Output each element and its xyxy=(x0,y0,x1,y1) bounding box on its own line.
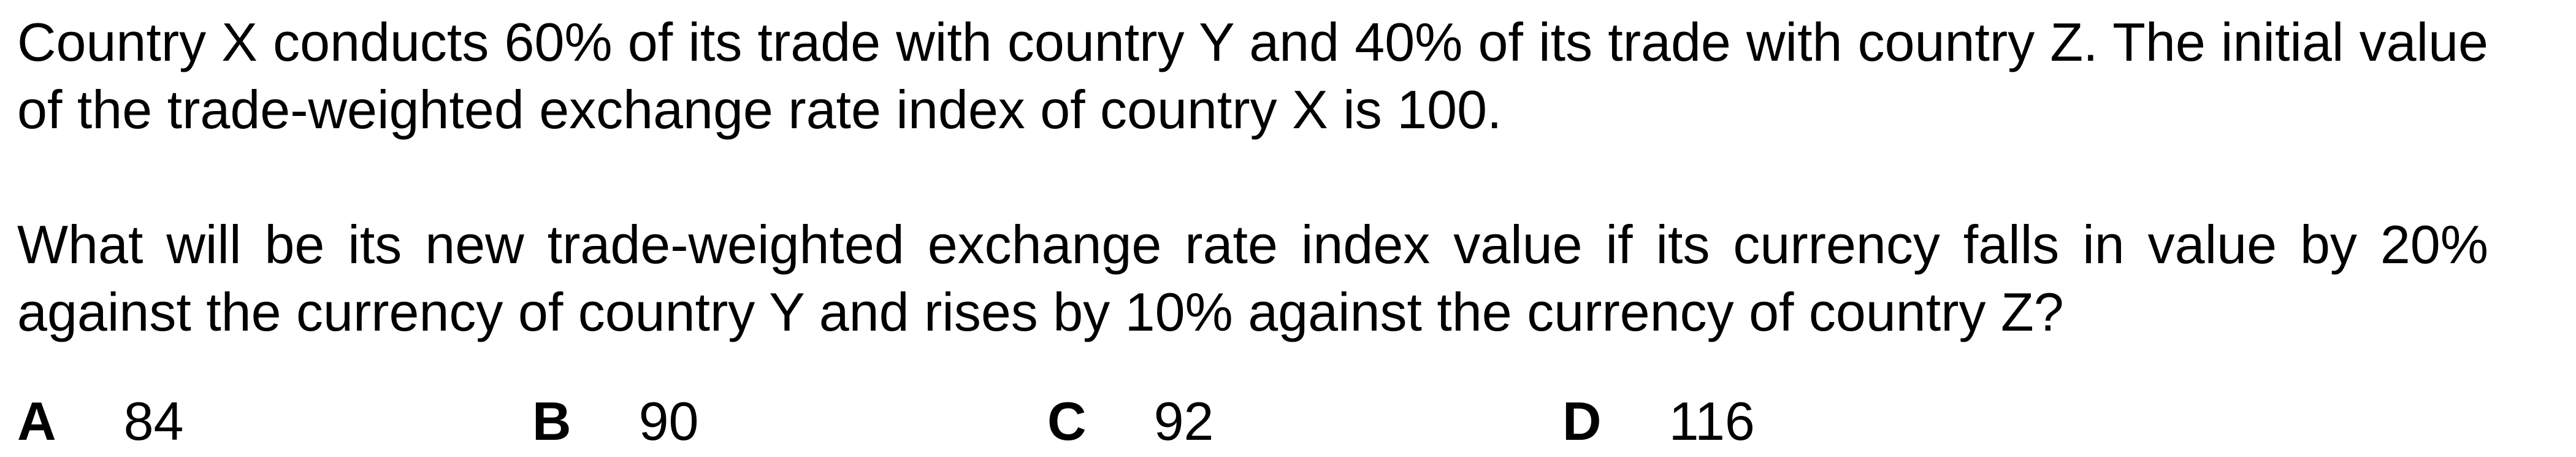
option-d: D 116 xyxy=(1562,388,1755,455)
question-stem: Country X conducts 60% of its trade with… xyxy=(17,9,2488,346)
option-value: 90 xyxy=(638,391,699,451)
option-value: 116 xyxy=(1668,391,1755,451)
answer-options: A 84 B 90 C 92 D 116 xyxy=(0,388,2576,455)
option-c: C 92 xyxy=(1047,388,1213,455)
option-letter: D xyxy=(1562,391,1602,451)
option-value: 84 xyxy=(123,391,184,451)
option-letter: A xyxy=(17,391,56,451)
option-b: B 90 xyxy=(532,388,698,455)
option-value: 92 xyxy=(1153,391,1214,451)
option-letter: C xyxy=(1047,391,1087,451)
question-paragraph-2: What will be its new trade-weighted exch… xyxy=(17,214,2488,342)
question-paragraph-1: Country X conducts 60% of its trade with… xyxy=(17,12,2488,140)
option-a: A 84 xyxy=(17,388,183,455)
option-letter: B xyxy=(532,391,571,451)
